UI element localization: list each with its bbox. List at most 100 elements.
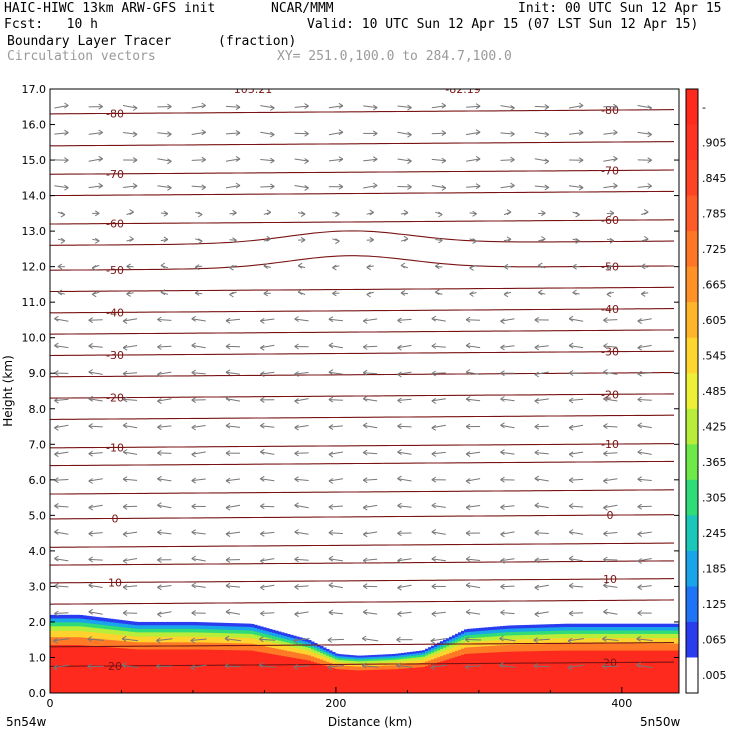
tracer-cell — [221, 632, 225, 638]
tracer-cell — [470, 653, 474, 693]
circulation-vector-head — [475, 183, 481, 190]
tracer-cell — [239, 649, 243, 693]
circulation-vector-head — [260, 396, 265, 403]
y-tick-label: 10.0 — [22, 332, 47, 345]
tracer-cell — [119, 640, 123, 649]
circulation-vector-head — [430, 664, 436, 671]
tracer-cell — [575, 643, 579, 651]
circulation-vector — [294, 132, 309, 135]
tracer-cell — [278, 640, 282, 645]
tracer-cell — [194, 636, 198, 643]
tracer-cell — [128, 641, 132, 649]
tracer-cell — [68, 614, 72, 619]
tracer-cell — [74, 630, 78, 638]
circulation-vector — [88, 185, 103, 189]
circulation-vector-head — [191, 609, 196, 616]
tracer-cell — [578, 650, 582, 693]
tracer-cell — [542, 624, 546, 628]
circulation-vector-head — [225, 317, 231, 324]
circulation-vector-head — [88, 530, 93, 537]
tracer-cell — [401, 660, 405, 665]
circulation-vector-head — [338, 156, 344, 163]
circulation-vector-head — [500, 344, 505, 351]
tracer-cell — [62, 617, 66, 623]
circulation-vector-head — [534, 316, 540, 323]
colorbar-cell — [686, 479, 698, 516]
tracer-cell — [644, 626, 648, 631]
circulation-vector-head — [126, 263, 131, 270]
tracer-cell — [407, 667, 411, 693]
tracer-cell — [350, 660, 354, 664]
circulation-vector-head — [122, 370, 128, 377]
tracer-cell — [353, 656, 357, 660]
tracer-cell — [164, 628, 168, 633]
circulation-vector — [123, 424, 138, 429]
tracer-cell — [290, 646, 294, 652]
tracer-cell — [506, 625, 510, 629]
tracer-cell — [662, 650, 666, 693]
tracer-cell — [650, 643, 654, 651]
tracer-cell — [371, 665, 375, 670]
circulation-vector — [191, 478, 206, 482]
tracer-cell — [635, 633, 639, 639]
circulation-vector-head — [88, 582, 93, 589]
tracer-cell — [566, 650, 570, 693]
tracer-cell — [620, 623, 624, 627]
tracer-cell — [350, 655, 354, 658]
circulation-vector-head — [54, 370, 59, 377]
tracer-cell — [83, 618, 87, 623]
circulation-vector-head — [328, 424, 334, 431]
tracer-cell — [455, 639, 459, 643]
tracer-cell — [521, 634, 525, 640]
tracer-cell — [218, 622, 222, 627]
circulation-vector-head — [263, 262, 269, 269]
tracer-cell — [368, 656, 372, 660]
tracer-cell — [392, 657, 396, 660]
tracer-cell — [449, 648, 453, 654]
tracer-cell — [479, 630, 483, 635]
tracer-cell — [416, 659, 420, 664]
tracer-cell — [521, 644, 525, 652]
tracer-cell — [263, 627, 267, 631]
tracer-cell — [245, 643, 249, 651]
tracer-cell — [62, 625, 66, 631]
tracer-cell — [530, 634, 534, 639]
tracer-cell — [224, 636, 228, 644]
tracer-cell — [104, 646, 108, 693]
tracer-cell — [563, 630, 567, 634]
tracer-cell — [98, 627, 102, 633]
tracer-cell — [386, 657, 390, 661]
circulation-vector-head — [603, 369, 608, 375]
tracer-cell — [509, 638, 513, 645]
tracer-cell — [215, 636, 219, 643]
tracer-cell — [149, 621, 153, 626]
circulation-vector-head — [465, 609, 471, 615]
tracer-cell — [605, 629, 609, 634]
contour-label: -60 — [601, 214, 619, 227]
circulation-vector-head — [397, 397, 402, 404]
circulation-vector — [88, 345, 103, 348]
tracer-cell — [596, 626, 600, 631]
circulation-vector — [294, 558, 309, 561]
tracer-cell — [329, 666, 333, 693]
tracer-cell — [176, 631, 180, 637]
circulation-vector — [224, 665, 242, 668]
circulation-vector-head — [300, 236, 306, 243]
tracer-cell — [245, 623, 249, 627]
tracer-cell — [488, 629, 492, 634]
tracer-cell — [389, 657, 393, 661]
tracer-cell — [338, 655, 342, 659]
tracer-cell — [440, 655, 444, 662]
tracer-cell — [179, 621, 183, 626]
tracer-cell — [50, 636, 54, 646]
circulation-vector — [191, 372, 206, 375]
circulation-vector — [641, 265, 649, 268]
tracer-cell — [332, 657, 336, 661]
tracer-cell — [308, 660, 312, 693]
tracer-cell — [599, 623, 603, 627]
tracer-cell — [110, 639, 114, 648]
tracer-cell — [149, 631, 153, 637]
tracer-cell — [431, 649, 435, 653]
colorbar-cell — [686, 302, 698, 339]
tracer-cell — [155, 621, 159, 626]
